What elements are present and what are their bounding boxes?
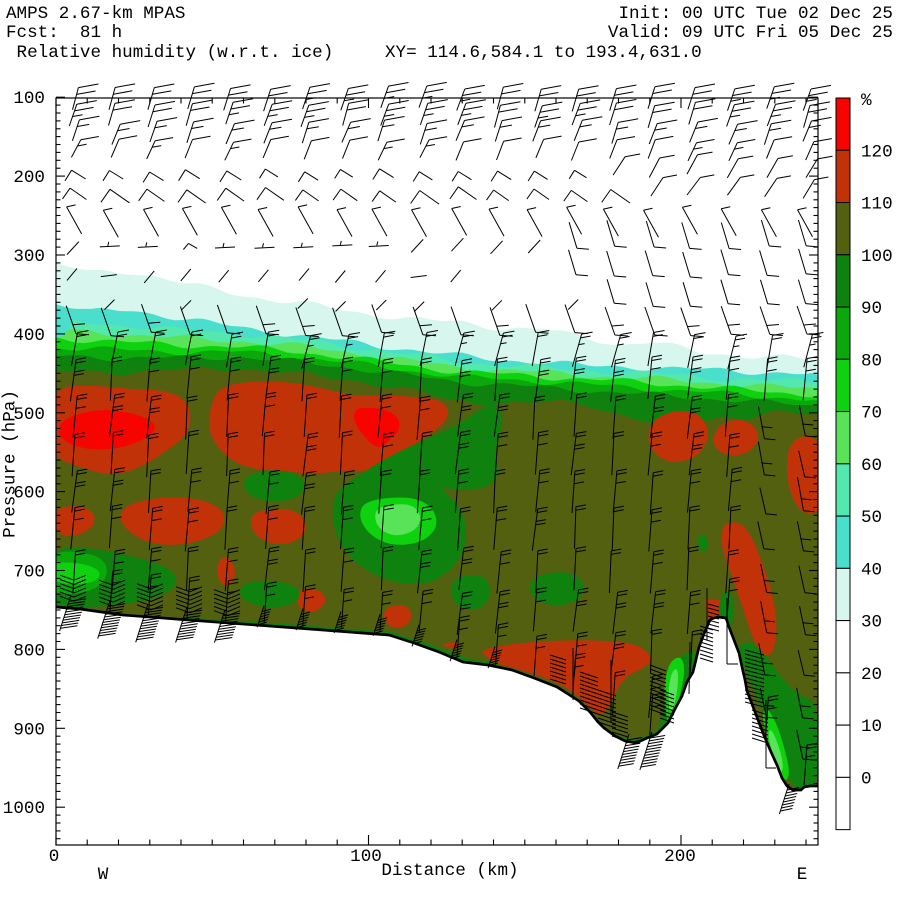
svg-text:%: % <box>861 91 872 111</box>
svg-text:1000: 1000 <box>3 799 45 819</box>
svg-text:100: 100 <box>13 89 45 109</box>
svg-text:500: 500 <box>13 405 45 425</box>
svg-text:Relative humidity (w.r.t. ice): Relative humidity (w.r.t. ice) <box>6 43 333 63</box>
svg-text:90: 90 <box>861 299 882 319</box>
svg-text:Fcst: 81 h: Fcst: 81 h <box>6 23 122 43</box>
svg-text:0: 0 <box>861 769 872 789</box>
svg-text:110: 110 <box>861 195 893 215</box>
svg-text:700: 700 <box>13 563 45 583</box>
svg-text:W: W <box>98 865 109 885</box>
svg-text:300: 300 <box>13 247 45 267</box>
svg-text:Init: 00 UTC Tue 02 Dec 25: Init: 00 UTC Tue 02 Dec 25 <box>618 4 893 24</box>
svg-text:50: 50 <box>861 508 882 528</box>
svg-text:40: 40 <box>861 560 882 580</box>
svg-text:200: 200 <box>664 847 696 867</box>
svg-text:E: E <box>797 865 808 885</box>
svg-text:0: 0 <box>49 847 60 867</box>
svg-text:80: 80 <box>861 351 882 371</box>
svg-text:100: 100 <box>350 847 382 867</box>
svg-text:AMPS 2.67-km MPAS: AMPS 2.67-km MPAS <box>6 4 186 24</box>
svg-text:10: 10 <box>861 717 882 737</box>
svg-text:60: 60 <box>861 456 882 476</box>
svg-text:200: 200 <box>13 168 45 188</box>
svg-text:70: 70 <box>861 404 882 424</box>
svg-text:900: 900 <box>13 720 45 740</box>
svg-text:600: 600 <box>13 484 45 504</box>
svg-text:800: 800 <box>13 641 45 661</box>
svg-text:Valid: 09 UTC Fri 05 Dec 25: Valid: 09 UTC Fri 05 Dec 25 <box>608 23 893 43</box>
svg-text:Pressure (hPa): Pressure (hPa) <box>1 390 21 538</box>
svg-text:120: 120 <box>861 142 893 162</box>
svg-text:20: 20 <box>861 665 882 685</box>
svg-text:100: 100 <box>861 247 893 267</box>
svg-text:Distance (km): Distance (km) <box>381 861 518 881</box>
svg-text:XY= 114.6,584.1 to 193.4,631.0: XY= 114.6,584.1 to 193.4,631.0 <box>385 43 702 63</box>
svg-text:30: 30 <box>861 613 882 633</box>
svg-text:400: 400 <box>13 326 45 346</box>
